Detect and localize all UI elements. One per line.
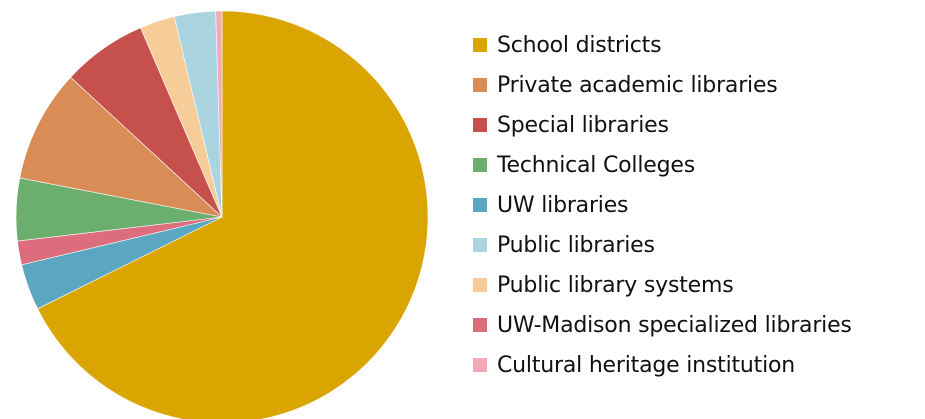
legend-label-uw-madison-specialized-libraries: UW-Madison specialized libraries	[497, 312, 852, 338]
legend-item-school-districts: School districts	[473, 25, 918, 65]
legend-item-technical-colleges: Technical Colleges	[473, 145, 918, 185]
legend-swatch-public-library-systems	[473, 278, 487, 292]
legend-item-uw-madison-specialized-libraries: UW-Madison specialized libraries	[473, 305, 918, 345]
legend-swatch-school-districts	[473, 38, 487, 52]
pie-plot	[15, 10, 429, 419]
legend-swatch-uw-madison-specialized-libraries	[473, 318, 487, 332]
pie-slice-private-academic-libraries	[19, 76, 223, 218]
legend-label-special-libraries: Special libraries	[497, 112, 669, 138]
legend-swatch-private-academic-libraries	[473, 78, 487, 92]
legend-item-private-academic-libraries: Private academic libraries	[473, 65, 918, 105]
legend-item-public-libraries: Public libraries	[473, 225, 918, 265]
pie-slice-school-districts	[37, 10, 429, 419]
legend-label-private-academic-libraries: Private academic libraries	[497, 72, 778, 98]
legend-label-cultural-heritage-institution: Cultural heritage institution	[497, 352, 796, 378]
legend-label-uw-libraries: UW libraries	[497, 192, 629, 218]
legend-item-cultural-heritage-institution: Cultural heritage institution	[473, 345, 918, 385]
legend-label-school-districts: School districts	[497, 32, 662, 58]
legend-label-technical-colleges: Technical Colleges	[497, 152, 695, 178]
legend-swatch-public-libraries	[473, 238, 487, 252]
legend-item-uw-libraries: UW libraries	[473, 185, 918, 225]
legend-label-public-library-systems: Public library systems	[497, 272, 734, 298]
legend-swatch-special-libraries	[473, 118, 487, 132]
pie-slice-cultural-heritage-institution	[215, 10, 223, 218]
legend-swatch-cultural-heritage-institution	[473, 358, 487, 372]
chart-legend: School districts Private academic librar…	[473, 25, 918, 385]
legend-swatch-uw-libraries	[473, 198, 487, 212]
legend-label-public-libraries: Public libraries	[497, 232, 655, 258]
legend-item-special-libraries: Special libraries	[473, 105, 918, 145]
legend-item-public-library-systems: Public library systems	[473, 265, 918, 305]
legend-swatch-technical-colleges	[473, 158, 487, 172]
